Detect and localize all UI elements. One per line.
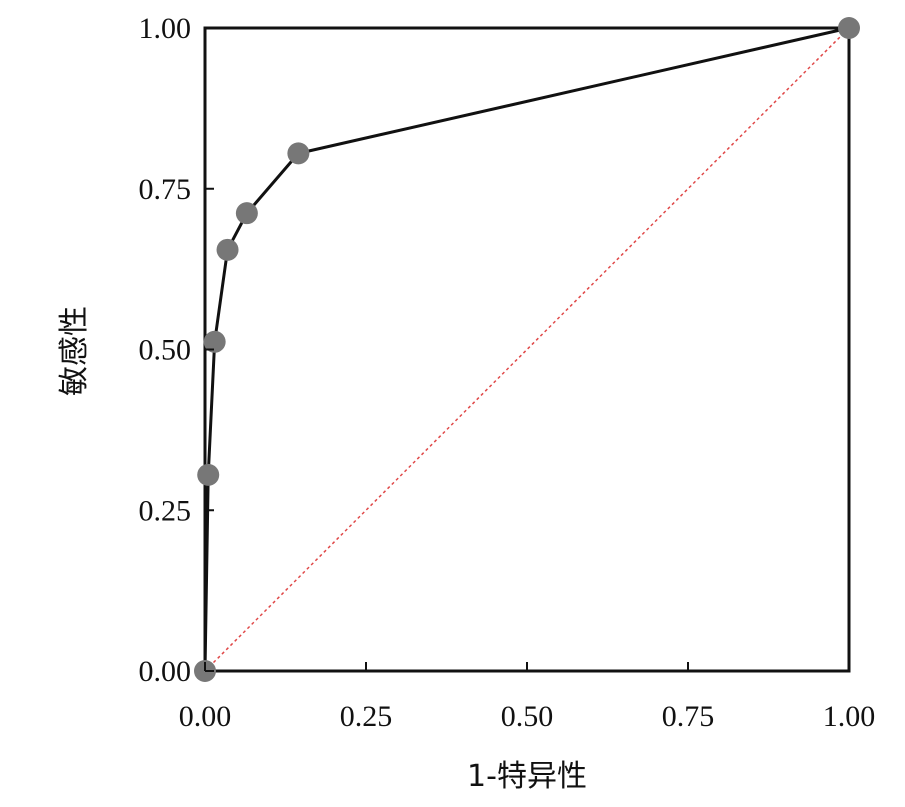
roc-point-marker — [287, 142, 310, 165]
roc-point-marker — [203, 330, 226, 353]
y-tick-label: 1.00 — [139, 12, 192, 45]
reference-diagonal-line — [204, 27, 850, 672]
x-tick-label: 0.25 — [340, 700, 393, 733]
x-tick-label: 0.00 — [179, 700, 232, 733]
axis-ticks: 0.00 0.25 0.50 0.75 1.00 0.00 0.25 0.50 0.75 1.00 — [139, 12, 876, 733]
x-tick-label: 0.75 — [662, 700, 715, 733]
roc-point-marker — [235, 202, 258, 225]
y-tick-label: 0.75 — [139, 173, 192, 206]
roc-markers — [194, 17, 860, 682]
plot-frame — [203, 26, 851, 673]
roc-point-marker — [216, 238, 239, 261]
plot-area — [203, 26, 851, 673]
y-tick-label: 0.00 — [139, 655, 192, 688]
x-tick-label: 0.50 — [501, 700, 554, 733]
roc-curve-layer — [203, 26, 850, 672]
roc-curve-line — [203, 26, 850, 672]
y-tick-label: 0.25 — [139, 494, 192, 527]
x-tick-label: 1.00 — [823, 700, 876, 733]
reference-line-layer — [204, 27, 850, 672]
x-axis-label: 1-特异性 — [467, 759, 587, 794]
y-axis-label: 敏感性 — [57, 306, 92, 396]
roc-point-marker — [838, 17, 860, 39]
y-tick-label: 0.50 — [139, 334, 192, 367]
roc-point-marker — [197, 463, 220, 486]
